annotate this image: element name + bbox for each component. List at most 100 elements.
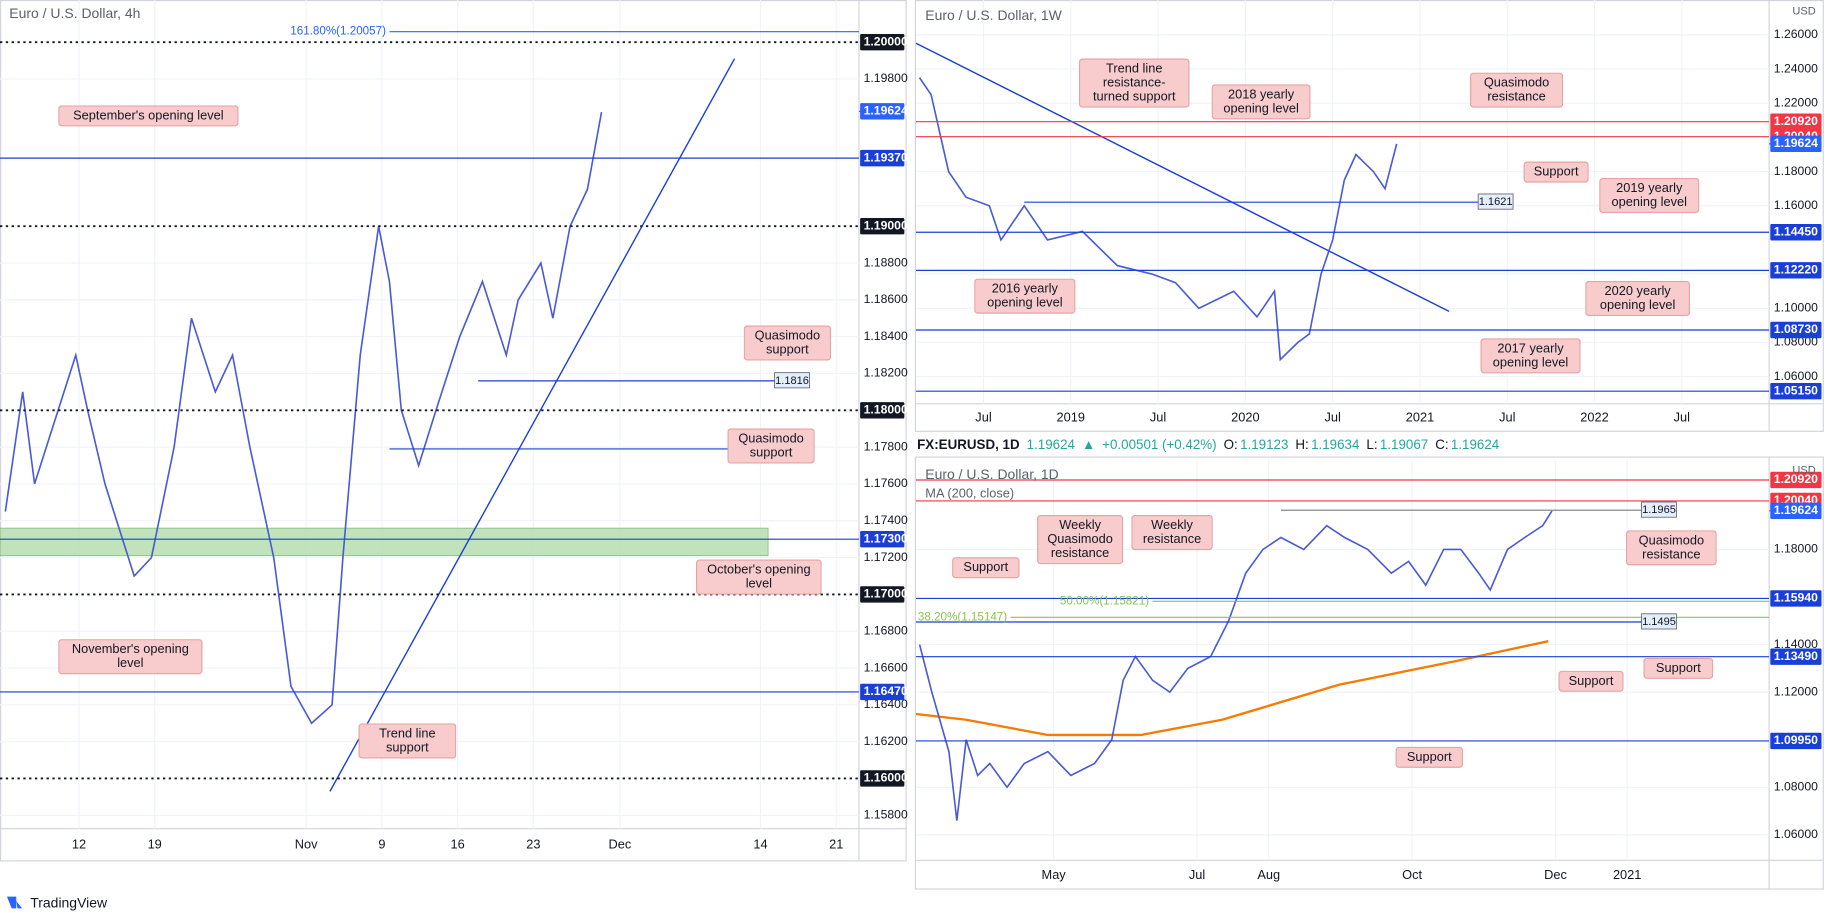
callout-text: 2020 yearly opening level	[1585, 280, 1690, 317]
x-tick-label: 12	[72, 836, 86, 851]
callout-text: Support	[1643, 657, 1714, 679]
price-line	[918, 77, 1398, 362]
quote-item: 1.19634	[1311, 436, 1360, 451]
fib-label: 50.00%(1.15821)	[1060, 594, 1149, 607]
y-tick-label: 1.16600	[864, 660, 908, 674]
x-tick-label: 2020	[1231, 409, 1259, 424]
callout: Support	[952, 557, 1020, 579]
x-tick-label: 23	[526, 836, 540, 851]
x-tick-label: Nov	[295, 836, 318, 851]
y-tick-label: 1.16800	[864, 623, 908, 637]
price-tag	[860, 33, 905, 51]
trend-line	[915, 42, 1450, 313]
y-tick-label: 1.17800	[864, 439, 908, 453]
price-tag	[1770, 262, 1822, 279]
pane-frame	[914, 0, 1824, 432]
callout-text: Quasimodo resistance	[1625, 530, 1717, 566]
price-tag-label: 1.09950	[1774, 733, 1818, 747]
callout-text: Quasimodo support	[727, 428, 815, 464]
level-label: 1.1621	[1479, 196, 1513, 208]
y-tick-label: 1.24000	[1774, 61, 1818, 75]
price-tag	[1770, 382, 1822, 400]
y-tick-label: 1.16400	[864, 697, 908, 711]
level-label-box	[1477, 193, 1514, 210]
pane-title: Euro / U.S. Dollar, 4h	[9, 5, 140, 21]
quote-item: +0.00501 (+0.42%)	[1102, 436, 1216, 451]
price-tag-label: 1.13490	[1774, 649, 1818, 663]
y-tick-label: 1.08000	[1774, 780, 1818, 794]
pane-frame	[0, 0, 907, 862]
price-tag-label: 1.16000	[864, 771, 908, 785]
legend-entry: MA (200, close)	[925, 485, 1014, 500]
y-tick-label: 1.18000	[1774, 542, 1818, 556]
x-tick-label: 2021	[1613, 867, 1641, 882]
x-tick-label: Dec	[1544, 867, 1567, 882]
price-tag-label: 1.16470	[864, 684, 908, 698]
fib-label: 161.80%(1.20057)	[290, 25, 386, 38]
x-tick-label: 14	[753, 836, 767, 851]
price-tag-label: 1.19624	[864, 104, 908, 118]
callout-text: Quasimodo resistance	[1470, 72, 1564, 108]
quote-item: FX:EURUSD, 1D	[917, 436, 1020, 451]
price-line	[4, 111, 603, 725]
x-tick-label: 2022	[1580, 409, 1608, 424]
level-label: 1.1965	[1642, 504, 1676, 516]
callout: Support	[1643, 657, 1714, 679]
plot-area	[915, 460, 1770, 861]
level-label: 1.1495	[1642, 616, 1676, 628]
price-tag-label: 1.14450	[1774, 224, 1818, 238]
callout: Trend line support	[358, 723, 457, 759]
callout-text: 2016 yearly opening level	[974, 278, 1076, 314]
price-tag	[1770, 471, 1822, 489]
y-tick-label: 1.22000	[1774, 95, 1818, 109]
y-tick-label: 1.17600	[864, 476, 908, 490]
logo	[6, 896, 23, 909]
price-tag-label: 1.05150	[1774, 383, 1818, 397]
pane-title: Euro / U.S. Dollar, 1D	[925, 466, 1058, 482]
quote-item: H:	[1295, 436, 1308, 451]
x-tick-label: 9	[378, 836, 385, 851]
x-tick-label: Jul	[1189, 867, 1205, 882]
price-tag	[860, 149, 905, 167]
price-tag	[860, 103, 905, 120]
callout-text: Trend line resistance-turned support	[1078, 58, 1190, 108]
x-tick-label: 21	[829, 836, 843, 851]
x-tick-label: Aug	[1257, 867, 1280, 882]
price-tag	[1770, 590, 1822, 607]
y-tick-label: 1.18000	[1774, 164, 1818, 178]
price-tag	[1770, 113, 1822, 130]
y-tick-label: 1.26000	[1774, 27, 1818, 41]
y-tick-label: 1.06000	[1774, 369, 1818, 383]
x-tick-label: Oct	[1402, 867, 1422, 882]
quote-item: 1.19067	[1380, 436, 1428, 451]
y-tick-label: 1.16000	[1774, 198, 1818, 212]
x-tick-label: 19	[148, 836, 162, 851]
level-label-box	[1641, 613, 1677, 630]
callout: 2019 yearly opening level	[1599, 177, 1700, 214]
pane-title: Euro / U.S. Dollar, 1W	[925, 7, 1062, 23]
callout-text: Support	[1558, 670, 1624, 692]
price-tag-label: 1.08730	[1774, 322, 1818, 336]
price-tag	[860, 586, 905, 603]
y-tick-label: 1.18600	[864, 292, 908, 306]
x-tick-label: 16	[450, 836, 464, 851]
price-tag	[860, 402, 905, 419]
x-tick-label: Dec	[608, 836, 631, 851]
footer: TradingView	[30, 894, 108, 910]
callout: Weekly Quasimodo resistance	[1037, 515, 1124, 565]
price-tag	[860, 770, 905, 787]
callout: Quasimodo support	[727, 428, 815, 464]
quote-item: 1.19624	[1451, 436, 1500, 451]
callout: Weekly resistance	[1131, 515, 1213, 551]
price-tag-label: 1.18000	[864, 403, 908, 417]
quote-item: L:	[1366, 436, 1377, 451]
quote-item: 1.19123	[1240, 436, 1288, 451]
quote-item: O:	[1224, 436, 1238, 451]
x-tick-label: Jul	[975, 409, 991, 424]
callout-text: 2018 yearly opening level	[1211, 84, 1311, 120]
callout-text: Quasimodo support	[743, 325, 832, 361]
y-tick-label: 1.18200	[864, 366, 908, 380]
callout: November's opening level	[58, 639, 203, 675]
callout: Support	[1558, 670, 1624, 692]
currency-label: USD	[1792, 6, 1815, 18]
